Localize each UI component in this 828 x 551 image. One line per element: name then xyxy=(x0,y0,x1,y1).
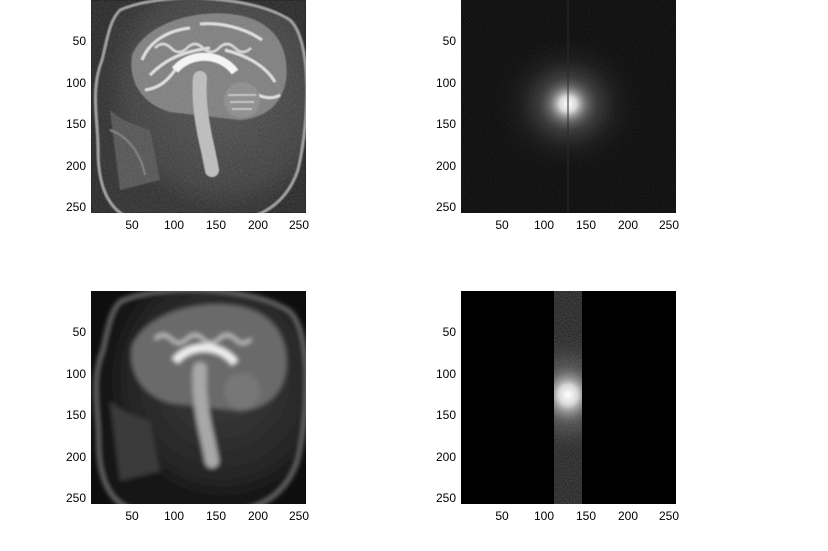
panel-mri-blurred: 50 100 150 200 250 50 100 150 200 250 xyxy=(50,291,320,551)
y-tick-label: 50 xyxy=(73,325,87,339)
y-tick-label: 200 xyxy=(436,159,456,173)
y-axis: 50 100 150 200 250 xyxy=(436,325,456,505)
y-tick-label: 150 xyxy=(436,408,456,422)
x-axis: 50 100 150 200 250 xyxy=(495,509,679,523)
chart-kspace-truncated: 50 100 150 200 250 50 100 150 200 250 xyxy=(436,291,679,523)
y-axis: 50 100 150 200 250 xyxy=(66,34,86,214)
x-tick-label: 50 xyxy=(495,509,509,523)
kspace-band xyxy=(554,291,582,504)
y-tick-label: 50 xyxy=(443,34,457,48)
x-axis: 50 100 150 200 250 xyxy=(125,218,309,232)
y-tick-label: 200 xyxy=(66,450,86,464)
y-tick-label: 150 xyxy=(436,117,456,131)
panel-kspace-truncated: 50 100 150 200 250 50 100 150 200 250 xyxy=(420,291,690,551)
x-tick-label: 250 xyxy=(289,218,309,232)
chart-mri-original: 50 100 150 200 250 50 100 150 200 250 xyxy=(66,0,309,232)
x-tick-label: 150 xyxy=(206,218,226,232)
x-tick-label: 100 xyxy=(534,509,554,523)
x-tick-label: 150 xyxy=(206,509,226,523)
y-axis: 50 100 150 200 250 xyxy=(436,34,456,214)
image-area xyxy=(91,0,306,213)
y-tick-label: 50 xyxy=(443,325,457,339)
x-tick-label: 50 xyxy=(495,218,509,232)
image-area xyxy=(461,291,676,504)
x-tick-label: 200 xyxy=(618,509,638,523)
y-tick-label: 100 xyxy=(436,76,456,90)
y-tick-label: 250 xyxy=(66,491,86,505)
y-tick-label: 50 xyxy=(73,34,87,48)
y-tick-label: 100 xyxy=(66,76,86,90)
y-axis: 50 100 150 200 250 xyxy=(66,325,86,505)
x-tick-label: 100 xyxy=(164,509,184,523)
x-tick-label: 50 xyxy=(125,218,139,232)
x-tick-label: 250 xyxy=(289,509,309,523)
x-tick-label: 250 xyxy=(659,509,679,523)
y-tick-label: 100 xyxy=(436,367,456,381)
x-tick-label: 250 xyxy=(659,218,679,232)
x-tick-label: 200 xyxy=(248,218,268,232)
x-tick-label: 200 xyxy=(248,509,268,523)
chart-kspace-full: 50 100 150 200 250 50 100 150 200 250 xyxy=(436,0,679,232)
x-tick-label: 200 xyxy=(618,218,638,232)
x-tick-label: 150 xyxy=(576,218,596,232)
image-area xyxy=(91,291,306,504)
x-axis: 50 100 150 200 250 xyxy=(125,509,309,523)
y-tick-label: 150 xyxy=(66,117,86,131)
y-tick-label: 200 xyxy=(436,450,456,464)
y-tick-label: 250 xyxy=(436,491,456,505)
x-axis: 50 100 150 200 250 xyxy=(495,218,679,232)
y-tick-label: 250 xyxy=(66,200,86,214)
image-area xyxy=(461,0,676,213)
x-tick-label: 100 xyxy=(164,218,184,232)
panel-kspace-full: 50 100 150 200 250 50 100 150 200 250 xyxy=(420,0,690,260)
x-tick-label: 50 xyxy=(125,509,139,523)
chart-mri-blurred: 50 100 150 200 250 50 100 150 200 250 xyxy=(66,291,309,523)
y-tick-label: 150 xyxy=(66,408,86,422)
panel-mri-original: 50 100 150 200 250 50 100 150 200 250 xyxy=(50,0,320,260)
x-tick-label: 150 xyxy=(576,509,596,523)
y-tick-label: 200 xyxy=(66,159,86,173)
y-tick-label: 250 xyxy=(436,200,456,214)
y-tick-label: 100 xyxy=(66,367,86,381)
x-tick-label: 100 xyxy=(534,218,554,232)
